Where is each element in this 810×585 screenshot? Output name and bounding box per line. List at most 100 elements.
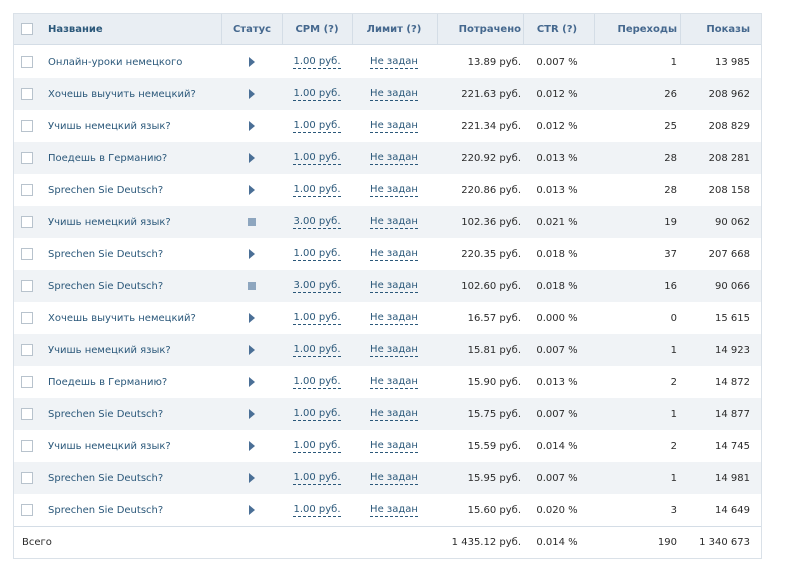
limit-value[interactable]: Не задан xyxy=(370,183,418,197)
cpm-value[interactable]: 1.00 руб. xyxy=(293,439,341,453)
spent-value: 221.34 руб. xyxy=(461,120,521,132)
row-checkbox[interactable] xyxy=(21,312,33,324)
ad-name-link[interactable]: Sprechen Sie Deutsch? xyxy=(48,280,164,292)
column-header-limit[interactable]: Лимит (?) xyxy=(366,23,422,35)
row-checkbox[interactable] xyxy=(21,248,33,260)
limit-value[interactable]: Не задан xyxy=(370,407,418,421)
row-checkbox[interactable] xyxy=(21,184,33,196)
play-icon[interactable] xyxy=(249,153,255,163)
ad-name-link[interactable]: Sprechen Sie Deutsch? xyxy=(48,248,164,260)
limit-value[interactable]: Не задан xyxy=(370,503,418,517)
ad-name-link[interactable]: Sprechen Sie Deutsch? xyxy=(48,472,164,484)
status-cell xyxy=(226,46,278,78)
ad-name-link[interactable]: Онлайн-уроки немецкого xyxy=(48,56,183,68)
ad-name-link[interactable]: Sprechen Sie Deutsch? xyxy=(48,504,164,516)
spent-value: 220.92 руб. xyxy=(461,152,521,164)
cpm-value[interactable]: 1.00 руб. xyxy=(293,119,341,133)
column-header-ctr[interactable]: CTR (?) xyxy=(536,23,578,35)
limit-value[interactable]: Не задан xyxy=(370,471,418,485)
row-checkbox[interactable] xyxy=(21,216,33,228)
stop-icon[interactable] xyxy=(248,218,256,226)
cpm-value[interactable]: 1.00 руб. xyxy=(293,311,341,325)
row-checkbox[interactable] xyxy=(21,88,33,100)
cpm-value[interactable]: 1.00 руб. xyxy=(293,183,341,197)
limit-value[interactable]: Не задан xyxy=(370,247,418,261)
totals-label: Всего xyxy=(22,537,52,548)
cpm-value[interactable]: 1.00 руб. xyxy=(293,503,341,517)
limit-value[interactable]: Не задан xyxy=(370,87,418,101)
column-header-clicks[interactable]: Переходы xyxy=(617,23,677,35)
play-icon[interactable] xyxy=(249,249,255,259)
row-checkbox[interactable] xyxy=(21,344,33,356)
play-icon[interactable] xyxy=(249,409,255,419)
play-icon[interactable] xyxy=(249,377,255,387)
cpm-value[interactable]: 1.00 руб. xyxy=(293,471,341,485)
ad-name-link[interactable]: Хочешь выучить немецкий? xyxy=(48,312,196,324)
limit-value[interactable]: Не задан xyxy=(370,343,418,357)
limit-value[interactable]: Не задан xyxy=(370,439,418,453)
play-icon[interactable] xyxy=(249,345,255,355)
play-icon[interactable] xyxy=(249,185,255,195)
play-icon[interactable] xyxy=(249,121,255,131)
ad-name-link[interactable]: Sprechen Sie Deutsch? xyxy=(48,184,164,196)
status-cell xyxy=(226,206,278,238)
ad-name-link[interactable]: Учишь немецкий язык? xyxy=(48,344,171,356)
cpm-value[interactable]: 1.00 руб. xyxy=(293,247,341,261)
ctr-value: 0.018 % xyxy=(536,248,578,260)
clicks-value: 1 xyxy=(670,408,677,420)
row-checkbox[interactable] xyxy=(21,56,33,68)
column-header-spent[interactable]: Потрачено xyxy=(458,23,521,35)
play-icon[interactable] xyxy=(249,89,255,99)
cpm-value[interactable]: 3.00 руб. xyxy=(293,215,341,229)
spent-value: 15.90 руб. xyxy=(467,376,521,388)
cpm-value[interactable]: 1.00 руб. xyxy=(293,375,341,389)
limit-value[interactable]: Не задан xyxy=(370,119,418,133)
row-select-cell xyxy=(14,494,40,526)
limit-value[interactable]: Не задан xyxy=(370,375,418,389)
play-icon[interactable] xyxy=(249,473,255,483)
row-checkbox[interactable] xyxy=(21,440,33,452)
row-checkbox[interactable] xyxy=(21,280,33,292)
column-header-cpm[interactable]: CPM (?) xyxy=(295,23,339,35)
clicks-value: 28 xyxy=(664,184,677,196)
ad-name-link[interactable]: Поедешь в Германию? xyxy=(48,152,168,164)
cpm-value[interactable]: 1.00 руб. xyxy=(293,87,341,101)
limit-value[interactable]: Не задан xyxy=(370,151,418,165)
play-icon[interactable] xyxy=(249,313,255,323)
limit-cell: Не задан xyxy=(354,206,434,238)
column-divider xyxy=(221,14,222,45)
limit-value[interactable]: Не задан xyxy=(370,311,418,325)
row-checkbox[interactable] xyxy=(21,152,33,164)
row-checkbox[interactable] xyxy=(21,504,33,516)
cpm-value[interactable]: 1.00 руб. xyxy=(293,343,341,357)
row-checkbox[interactable] xyxy=(21,472,33,484)
row-checkbox[interactable] xyxy=(21,120,33,132)
ad-name-link[interactable]: Поедешь в Германию? xyxy=(48,376,168,388)
cpm-value[interactable]: 1.00 руб. xyxy=(293,151,341,165)
stop-icon[interactable] xyxy=(248,282,256,290)
play-icon[interactable] xyxy=(249,441,255,451)
ad-name-link[interactable]: Учишь немецкий язык? xyxy=(48,216,171,228)
limit-value[interactable]: Не задан xyxy=(370,215,418,229)
play-icon[interactable] xyxy=(249,505,255,515)
clicks-value: 1 xyxy=(670,344,677,356)
ad-name-link[interactable]: Учишь немецкий язык? xyxy=(48,440,171,452)
row-checkbox[interactable] xyxy=(21,376,33,388)
select-all-checkbox[interactable] xyxy=(21,23,33,35)
cpm-value[interactable]: 1.00 руб. xyxy=(293,407,341,421)
cpm-value[interactable]: 1.00 руб. xyxy=(293,55,341,69)
column-header-status[interactable]: Статус xyxy=(232,23,272,35)
column-header-name[interactable]: Название xyxy=(48,23,103,35)
limit-value[interactable]: Не задан xyxy=(370,279,418,293)
column-divider xyxy=(680,14,681,45)
ad-name-link[interactable]: Учишь немецкий язык? xyxy=(48,120,171,132)
column-header-views[interactable]: Показы xyxy=(706,23,750,35)
row-checkbox[interactable] xyxy=(21,408,33,420)
ad-name-cell: Sprechen Sie Deutsch? xyxy=(48,238,218,270)
cpm-value[interactable]: 3.00 руб. xyxy=(293,279,341,293)
ad-name-link[interactable]: Хочешь выучить немецкий? xyxy=(48,88,196,100)
ad-name-cell: Sprechen Sie Deutsch? xyxy=(48,494,218,526)
play-icon[interactable] xyxy=(249,57,255,67)
limit-value[interactable]: Не задан xyxy=(370,55,418,69)
ad-name-link[interactable]: Sprechen Sie Deutsch? xyxy=(48,408,164,420)
